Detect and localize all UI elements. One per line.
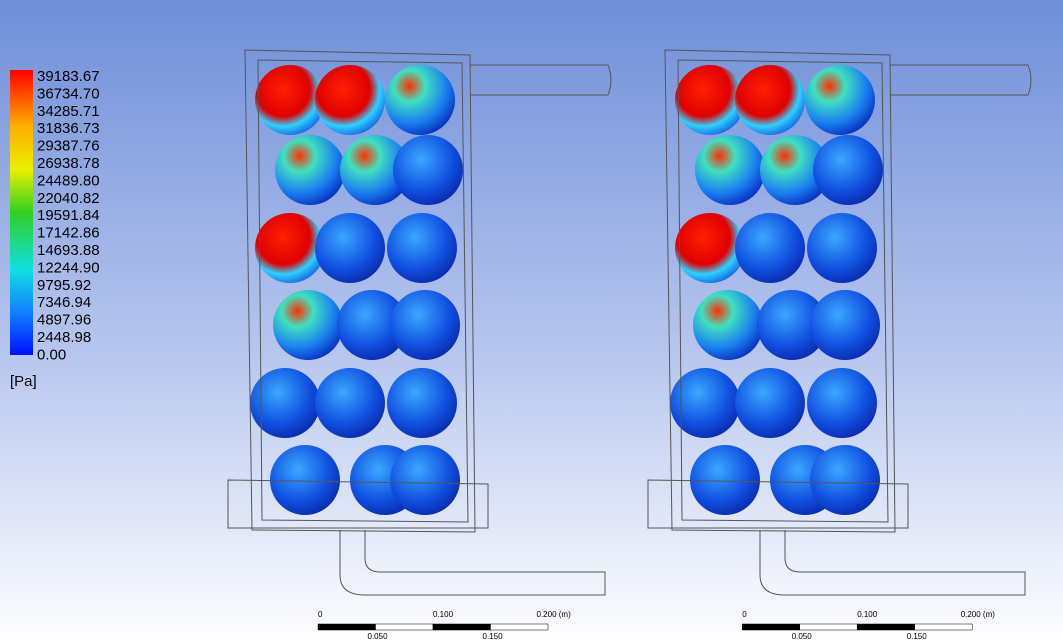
scale-label: 0.050 bbox=[792, 632, 813, 641]
scale-segment bbox=[856, 623, 915, 631]
sphere bbox=[757, 290, 827, 360]
scale-segment bbox=[741, 623, 800, 631]
scale-segment bbox=[432, 623, 491, 631]
inlet-pipe bbox=[470, 64, 612, 96]
legend-label: 12244.90 bbox=[37, 259, 100, 276]
sphere bbox=[387, 213, 457, 283]
sphere bbox=[675, 65, 745, 135]
scale-segment bbox=[317, 623, 376, 631]
sphere bbox=[250, 368, 320, 438]
sphere bbox=[735, 213, 805, 283]
sphere bbox=[695, 135, 765, 205]
scale-bar: 0 0.100 0.200 (m) 0.050 0.150 bbox=[317, 610, 572, 641]
legend: 39183.6736734.7034285.7131836.7329387.76… bbox=[10, 68, 100, 390]
legend-unit: [Pa] bbox=[10, 373, 37, 390]
legend-label: 19591.84 bbox=[37, 207, 100, 224]
sphere bbox=[273, 290, 343, 360]
sphere bbox=[813, 135, 883, 205]
panel bbox=[227, 49, 612, 596]
sphere bbox=[270, 445, 340, 515]
sphere bbox=[315, 213, 385, 283]
legend-label: 39183.67 bbox=[37, 68, 100, 85]
container bbox=[664, 49, 896, 533]
scale-bar: 0 0.100 0.200 (m) 0.050 0.150 bbox=[741, 610, 996, 641]
scale-label: 0.150 bbox=[483, 632, 504, 641]
scale-segment bbox=[375, 623, 434, 631]
sphere bbox=[810, 290, 880, 360]
base-box bbox=[647, 479, 909, 529]
container bbox=[244, 49, 476, 533]
legend-label: 14693.88 bbox=[37, 242, 100, 259]
sphere bbox=[315, 368, 385, 438]
legend-label: 0.00 bbox=[37, 346, 66, 363]
scale-label: 0.100 bbox=[857, 610, 878, 619]
legend-label: 26938.78 bbox=[37, 155, 100, 172]
scale-label: 0 bbox=[742, 610, 747, 619]
inlet-pipe bbox=[890, 64, 1032, 96]
sphere bbox=[390, 445, 460, 515]
base-box bbox=[227, 479, 489, 529]
sphere bbox=[760, 135, 830, 205]
scale-label: 0.200 (m) bbox=[537, 610, 572, 619]
sphere bbox=[807, 368, 877, 438]
color-bar bbox=[10, 70, 33, 355]
sphere bbox=[255, 213, 325, 283]
legend-label: 17142.86 bbox=[37, 225, 100, 242]
scale-label: 0.100 bbox=[433, 610, 454, 619]
scale-segment bbox=[799, 623, 858, 631]
outlet-pipe bbox=[759, 530, 1026, 596]
sphere bbox=[390, 290, 460, 360]
sphere bbox=[735, 65, 805, 135]
legend-label: 36734.70 bbox=[37, 85, 100, 102]
sphere bbox=[315, 65, 385, 135]
scale-segment bbox=[490, 623, 549, 631]
sphere bbox=[340, 135, 410, 205]
sphere bbox=[670, 368, 740, 438]
scale-label: 0 bbox=[318, 610, 323, 619]
panels: 0 0.100 0.200 (m) 0.050 0.150 0 0.100 0.200 (m)… bbox=[227, 49, 1032, 641]
panel bbox=[647, 49, 1032, 596]
legend-label: 9795.92 bbox=[37, 277, 91, 294]
sphere bbox=[393, 135, 463, 205]
sphere bbox=[810, 445, 880, 515]
sphere bbox=[807, 213, 877, 283]
sphere bbox=[385, 65, 455, 135]
legend-label: 4897.96 bbox=[37, 312, 91, 329]
legend-label: 7346.94 bbox=[37, 294, 91, 311]
sphere bbox=[735, 368, 805, 438]
legend-label: 34285.71 bbox=[37, 103, 100, 120]
sphere bbox=[255, 65, 325, 135]
legend-label: 2448.98 bbox=[37, 329, 91, 346]
sphere bbox=[693, 290, 763, 360]
legend-label: 24489.80 bbox=[37, 172, 100, 189]
legend-label: 31836.73 bbox=[37, 120, 100, 137]
sphere bbox=[805, 65, 875, 135]
sphere bbox=[275, 135, 345, 205]
sphere bbox=[337, 290, 407, 360]
sphere bbox=[387, 368, 457, 438]
legend-label: 22040.82 bbox=[37, 190, 100, 207]
scale-label: 0.050 bbox=[368, 632, 389, 641]
scale-label: 0.150 bbox=[907, 632, 928, 641]
outlet-pipe bbox=[339, 530, 606, 596]
sphere bbox=[690, 445, 760, 515]
scale-segment bbox=[914, 623, 973, 631]
sphere bbox=[675, 213, 745, 283]
scale-label: 0.200 (m) bbox=[961, 610, 996, 619]
legend-label: 29387.76 bbox=[37, 138, 100, 155]
